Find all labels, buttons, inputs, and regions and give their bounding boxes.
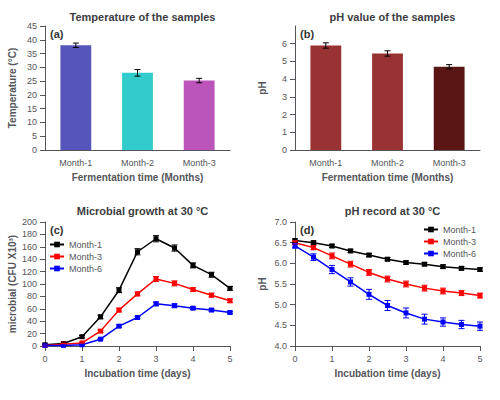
svg-text:5: 5	[282, 56, 287, 66]
svg-text:6.0: 6.0	[274, 258, 287, 268]
svg-text:Month-1: Month-1	[69, 240, 102, 250]
svg-text:Month-6: Month-6	[69, 264, 102, 274]
svg-text:Month-2: Month-2	[371, 158, 404, 168]
svg-text:pH value of the samples: pH value of the samples	[330, 11, 456, 23]
svg-text:60: 60	[27, 304, 37, 314]
svg-text:1: 1	[329, 354, 334, 364]
svg-text:2: 2	[282, 110, 287, 120]
svg-text:100: 100	[22, 279, 37, 289]
svg-text:Month-1: Month-1	[443, 225, 476, 235]
svg-text:Temperature (°C): Temperature (°C)	[7, 48, 18, 129]
svg-text:3: 3	[403, 354, 408, 364]
svg-text:45: 45	[27, 21, 37, 31]
svg-text:5: 5	[32, 131, 37, 141]
svg-text:2: 2	[116, 354, 121, 364]
svg-text:4: 4	[440, 354, 445, 364]
svg-text:5: 5	[477, 354, 482, 364]
svg-text:pH: pH	[257, 277, 268, 290]
svg-text:4: 4	[190, 354, 195, 364]
svg-text:4: 4	[282, 74, 287, 84]
svg-text:0: 0	[292, 354, 297, 364]
svg-text:20: 20	[27, 329, 37, 339]
svg-text:Month-6: Month-6	[443, 249, 476, 259]
svg-text:30: 30	[27, 62, 37, 72]
svg-text:15: 15	[27, 104, 37, 114]
svg-text:20: 20	[27, 90, 37, 100]
svg-text:0: 0	[282, 145, 287, 155]
svg-text:4.0: 4.0	[274, 341, 287, 351]
svg-text:Month-2: Month-2	[121, 158, 154, 168]
svg-text:Month-3: Month-3	[433, 158, 466, 168]
svg-text:pH record at 30 °C: pH record at 30 °C	[345, 205, 441, 217]
svg-text:(c): (c)	[50, 224, 64, 236]
svg-text:Fermentation time (Months): Fermentation time (Months)	[322, 172, 454, 183]
svg-text:Incubation time (days): Incubation time (days)	[334, 368, 440, 379]
svg-text:6: 6	[282, 39, 287, 49]
svg-text:2: 2	[366, 354, 371, 364]
svg-text:200: 200	[22, 217, 37, 227]
svg-text:pH: pH	[257, 81, 268, 94]
svg-text:0: 0	[32, 341, 37, 351]
svg-text:0: 0	[42, 354, 47, 364]
svg-text:4.5: 4.5	[274, 320, 287, 330]
svg-text:Month-1: Month-1	[309, 158, 342, 168]
svg-text:25: 25	[27, 76, 37, 86]
svg-text:5: 5	[227, 354, 232, 364]
svg-text:160: 160	[22, 242, 37, 252]
svg-text:5.5: 5.5	[274, 279, 287, 289]
svg-text:120: 120	[22, 267, 37, 277]
svg-text:Incubation time (days): Incubation time (days)	[84, 368, 190, 379]
svg-text:(d): (d)	[300, 224, 314, 236]
svg-text:3: 3	[153, 354, 158, 364]
svg-text:180: 180	[22, 229, 37, 239]
svg-text:3: 3	[282, 92, 287, 102]
svg-text:Temperature of the samples: Temperature of the samples	[70, 11, 216, 23]
svg-text:1: 1	[282, 127, 287, 137]
svg-text:0: 0	[32, 145, 37, 155]
svg-text:80: 80	[27, 291, 37, 301]
svg-text:(a): (a)	[50, 28, 64, 40]
svg-text:Month-3: Month-3	[69, 252, 102, 262]
svg-text:(b): (b)	[300, 28, 314, 40]
svg-text:Fermentation time (Months): Fermentation time (Months)	[72, 172, 204, 183]
svg-text:1: 1	[79, 354, 84, 364]
svg-text:7.0: 7.0	[274, 217, 287, 227]
svg-text:10: 10	[27, 117, 37, 127]
svg-text:Month-3: Month-3	[443, 237, 476, 247]
svg-text:Month-3: Month-3	[183, 158, 216, 168]
svg-text:microbial (CFU X10³): microbial (CFU X10³)	[7, 235, 18, 333]
svg-text:40: 40	[27, 35, 37, 45]
svg-text:40: 40	[27, 316, 37, 326]
svg-text:6.5: 6.5	[274, 238, 287, 248]
svg-text:140: 140	[22, 254, 37, 264]
svg-text:Month-1: Month-1	[59, 158, 92, 168]
svg-text:Microbial growth at 30 °C: Microbial growth at 30 °C	[77, 205, 209, 217]
svg-text:35: 35	[27, 49, 37, 59]
svg-text:5.0: 5.0	[274, 300, 287, 310]
